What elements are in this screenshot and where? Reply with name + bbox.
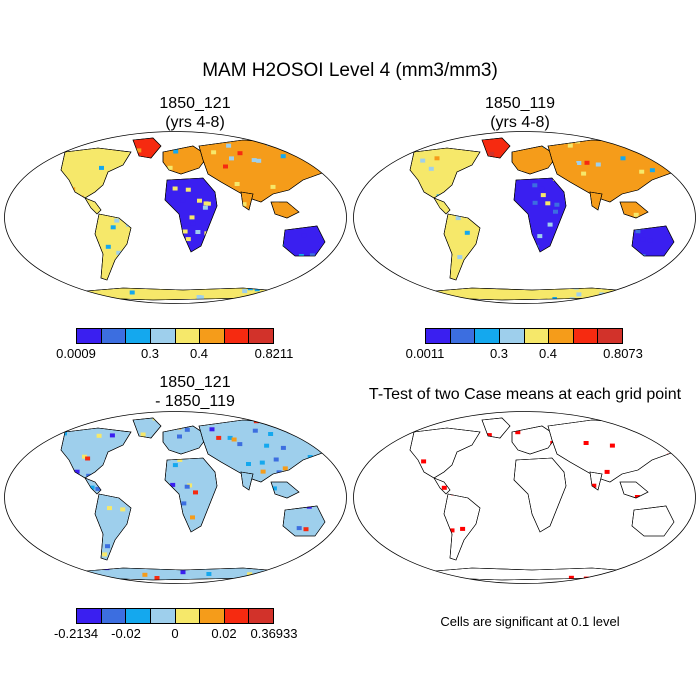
continent-seasia: [619, 481, 649, 499]
cb3-swatch-4: [175, 608, 201, 624]
cb2-swatch-2: [475, 328, 500, 344]
cb3-label-4: 0.36933: [250, 626, 298, 641]
panel4-title-line1: T-Test of two Case means at each grid po…: [368, 386, 682, 403]
cb3-swatch-6: [224, 608, 250, 624]
cb2-swatch-3: [499, 328, 525, 344]
panel2-title: 1850_119 (yrs 4-8): [405, 94, 635, 132]
continent-asia: [547, 139, 683, 203]
map-panel-1850-119: [353, 131, 696, 304]
panel1-title-line1: 1850_121: [159, 95, 231, 112]
continent-namerica: [60, 147, 132, 199]
cb2-label-0: 0.0011: [405, 346, 445, 361]
map-panel-difference: [4, 411, 347, 584]
continent-africa: [164, 457, 218, 533]
map-border: [353, 131, 696, 304]
cb3-swatch-7: [249, 608, 274, 624]
cb1-swatch-0: [76, 328, 102, 344]
cb1-label-2: 0.4: [189, 346, 209, 361]
panel1-title-line2: (yrs 4-8): [165, 114, 225, 131]
cb2-label-1: 0.3: [489, 346, 509, 361]
panel3-title-line1: 1850_121: [159, 374, 231, 391]
cb2-swatch-5: [549, 328, 574, 344]
continent-greenland: [481, 417, 511, 439]
map-panel-1850-121: [4, 131, 347, 304]
continent-africa: [513, 457, 567, 533]
colorbar-difference-labels: -0.2134 -0.02 0 0.02 0.36933: [54, 626, 298, 642]
cb1-label-3: 0.8211: [254, 346, 294, 361]
cb1-label-0: 0.0009: [56, 346, 96, 361]
colorbar-1850-119-labels: 0.0011 0.3 0.4 0.8073: [406, 346, 643, 362]
colorbar-difference: [76, 608, 274, 624]
cb1-swatch-2: [126, 328, 151, 344]
cb3-swatch-0: [76, 608, 102, 624]
colorbar-1850-121-labels: 0.0009 0.3 0.4 0.8211: [56, 346, 293, 362]
cb2-swatch-7: [598, 328, 623, 344]
cb1-swatch-1: [101, 328, 127, 344]
continent-seasia: [270, 201, 300, 219]
colorbar-1850-121: [76, 328, 274, 344]
map-border: [4, 131, 347, 304]
panel2-title-line1: 1850_119: [485, 95, 555, 112]
cb3-label-1: -0.02: [111, 626, 141, 641]
continent-asia: [198, 139, 334, 203]
continent-greenland: [481, 137, 511, 159]
cb1-swatch-3: [150, 328, 176, 344]
cb3-label-3: 0.02: [211, 626, 237, 641]
cb3-label-0: -0.2134: [53, 626, 99, 641]
figure-title: MAM H2OSOI Level 4 (mm3/mm3): [202, 60, 498, 81]
cb1-swatch-7: [249, 328, 274, 344]
continent-asia: [198, 419, 334, 483]
significance-note: Cells are significant at 0.1 level: [440, 614, 620, 629]
panel4-title: T-Test of two Case means at each grid po…: [350, 385, 700, 404]
cb1-label-1: 0.3: [140, 346, 160, 361]
cb1-swatch-5: [200, 328, 225, 344]
cb2-swatch-0: [425, 328, 451, 344]
cb3-label-2: 0: [171, 626, 179, 641]
cb3-swatch-3: [150, 608, 176, 624]
panel2-title-line2: (yrs 4-8): [490, 114, 550, 131]
map-border: [4, 411, 347, 584]
cb2-swatch-4: [524, 328, 550, 344]
colorbar-1850-119: [425, 328, 623, 344]
continent-greenland: [132, 417, 162, 439]
continent-namerica: [60, 427, 132, 479]
continent-camerica: [433, 197, 451, 215]
cb3-swatch-2: [126, 608, 151, 624]
cb2-label-3: 0.8073: [603, 346, 643, 361]
map-border: [353, 411, 696, 584]
panel3-title: 1850_121 - 1850_119: [80, 373, 310, 411]
panel3-title-line2: - 1850_119: [155, 393, 235, 410]
continent-namerica: [409, 147, 481, 199]
cb1-swatch-4: [175, 328, 201, 344]
continent-namerica: [409, 427, 481, 479]
continent-greenland: [132, 137, 162, 159]
panel1-title: 1850_121 (yrs 4-8): [80, 94, 310, 132]
cb3-swatch-1: [101, 608, 127, 624]
cb1-swatch-6: [224, 328, 250, 344]
continent-camerica: [84, 197, 102, 215]
cb3-swatch-5: [200, 608, 225, 624]
cb2-swatch-1: [450, 328, 476, 344]
map-panel-ttest: [353, 411, 696, 584]
cb2-label-2: 0.4: [538, 346, 558, 361]
continent-asia: [547, 419, 683, 483]
cb2-swatch-6: [573, 328, 599, 344]
